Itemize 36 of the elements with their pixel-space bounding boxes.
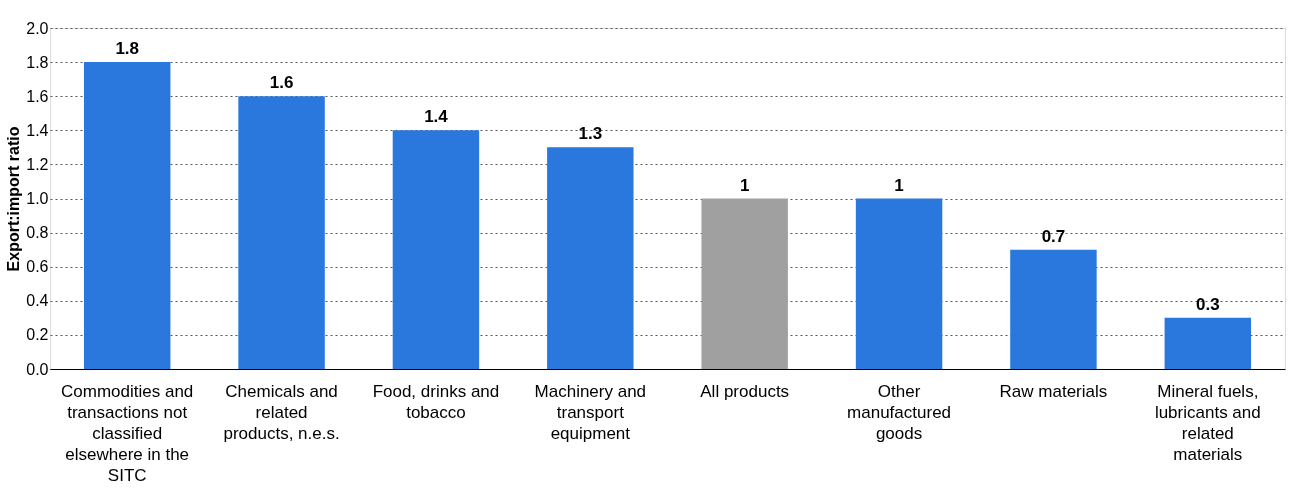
y-tick-label: 0.8 bbox=[26, 224, 49, 242]
bar bbox=[83, 62, 171, 369]
x-tick-label: Other manufactured goods bbox=[847, 381, 952, 443]
x-tick-label: Commodities and transactions not classified elsewhere in the SITC bbox=[61, 381, 194, 485]
bar bbox=[392, 130, 480, 369]
y-axis-title: Export:import ratio bbox=[5, 126, 23, 272]
y-tick-label: 1.2 bbox=[26, 155, 49, 173]
x-tick-label: Mineral fuels, lubricants and related materials bbox=[1154, 381, 1261, 464]
y-tick-label: 1.0 bbox=[26, 190, 49, 207]
x-tick-label: Machinery and transport equipment bbox=[534, 381, 647, 443]
y-tick-label: 1.8 bbox=[26, 53, 49, 71]
data-label: 1.6 bbox=[269, 73, 294, 93]
x-tick-label: Chemicals and related products, n.e.s. bbox=[223, 381, 340, 443]
data-label: 0.3 bbox=[1195, 294, 1220, 314]
y-tick-label: 0.4 bbox=[26, 292, 49, 310]
x-tick-label: Raw materials bbox=[999, 381, 1108, 401]
x-tick-label: Food, drinks and tobacco bbox=[372, 381, 500, 422]
data-label: 1.3 bbox=[578, 124, 603, 144]
bar bbox=[547, 147, 634, 369]
data-label: 1.8 bbox=[115, 39, 140, 59]
bar bbox=[238, 96, 325, 369]
data-label: 1 bbox=[739, 175, 750, 195]
y-tick-label: 2.0 bbox=[26, 19, 49, 37]
y-tick-label: 1.6 bbox=[26, 87, 49, 105]
data-label: 1 bbox=[894, 175, 904, 195]
data-label: 0.7 bbox=[1041, 226, 1066, 246]
data-label: 1.4 bbox=[424, 107, 449, 127]
bar bbox=[1010, 249, 1097, 369]
bar bbox=[701, 198, 788, 369]
x-tick-label: All products bbox=[700, 381, 790, 401]
bar bbox=[855, 198, 943, 369]
y-tick-label: 1.4 bbox=[26, 121, 49, 139]
bar bbox=[1164, 317, 1252, 369]
y-tick-label: 0.0 bbox=[26, 360, 49, 378]
y-tick-label: 0.2 bbox=[26, 326, 49, 344]
y-tick-label: 0.6 bbox=[26, 258, 49, 276]
